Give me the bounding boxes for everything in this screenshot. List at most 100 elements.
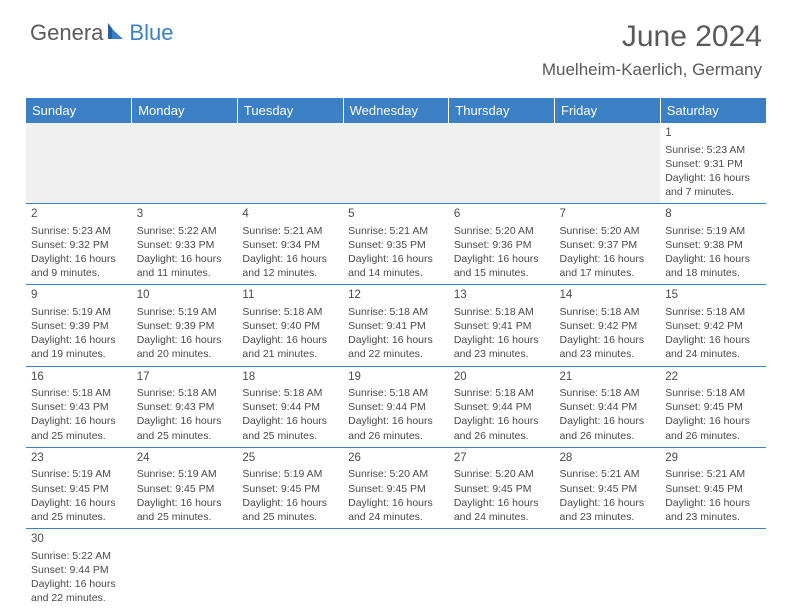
sunset-text: Sunset: 9:41 PM: [348, 319, 444, 333]
sunset-text: Sunset: 9:35 PM: [348, 238, 444, 252]
day-number: 8: [665, 207, 761, 223]
logo-sail-icon: [106, 21, 126, 46]
col-monday: Monday: [132, 98, 238, 123]
day-number: 15: [665, 288, 761, 304]
sunset-text: Sunset: 9:44 PM: [348, 400, 444, 414]
day-number: 19: [348, 370, 444, 386]
daylight-text: Daylight: 16 hours: [560, 252, 656, 266]
col-wednesday: Wednesday: [343, 98, 449, 123]
daylight-text-2: and 26 minutes.: [560, 429, 656, 443]
calendar-cell: 30Sunrise: 5:22 AMSunset: 9:44 PMDayligh…: [26, 529, 132, 610]
calendar-cell: [449, 123, 555, 204]
sunset-text: Sunset: 9:42 PM: [560, 319, 656, 333]
calendar-cell: 10Sunrise: 5:19 AMSunset: 9:39 PMDayligh…: [132, 285, 238, 366]
day-number: 6: [454, 207, 550, 223]
day-number: 7: [560, 207, 656, 223]
sunrise-text: Sunrise: 5:18 AM: [137, 386, 233, 400]
calendar-cell: 29Sunrise: 5:21 AMSunset: 9:45 PMDayligh…: [660, 447, 766, 528]
calendar-cell: 13Sunrise: 5:18 AMSunset: 9:41 PMDayligh…: [449, 285, 555, 366]
daylight-text: Daylight: 16 hours: [665, 496, 761, 510]
daylight-text-2: and 26 minutes.: [454, 429, 550, 443]
calendar-cell: 6Sunrise: 5:20 AMSunset: 9:36 PMDaylight…: [449, 204, 555, 285]
day-number: 22: [665, 370, 761, 386]
calendar-cell: 23Sunrise: 5:19 AMSunset: 9:45 PMDayligh…: [26, 447, 132, 528]
sunrise-text: Sunrise: 5:20 AM: [348, 467, 444, 481]
day-number: 28: [560, 451, 656, 467]
daylight-text: Daylight: 16 hours: [31, 496, 127, 510]
daylight-text-2: and 26 minutes.: [665, 429, 761, 443]
sunset-text: Sunset: 9:45 PM: [137, 482, 233, 496]
daylight-text: Daylight: 16 hours: [665, 171, 761, 185]
title-block: June 2024 Muelheim-Kaerlich, Germany: [542, 20, 762, 80]
logo-text-part1: Genera: [30, 20, 103, 46]
sunset-text: Sunset: 9:38 PM: [665, 238, 761, 252]
sunset-text: Sunset: 9:40 PM: [242, 319, 338, 333]
daylight-text: Daylight: 16 hours: [665, 333, 761, 347]
calendar-row: 16Sunrise: 5:18 AMSunset: 9:43 PMDayligh…: [26, 366, 766, 447]
daylight-text: Daylight: 16 hours: [31, 414, 127, 428]
sunset-text: Sunset: 9:43 PM: [137, 400, 233, 414]
col-tuesday: Tuesday: [237, 98, 343, 123]
calendar-cell: 21Sunrise: 5:18 AMSunset: 9:44 PMDayligh…: [555, 366, 661, 447]
sunset-text: Sunset: 9:34 PM: [242, 238, 338, 252]
col-friday: Friday: [555, 98, 661, 123]
daylight-text: Daylight: 16 hours: [242, 414, 338, 428]
daylight-text: Daylight: 16 hours: [560, 333, 656, 347]
daylight-text-2: and 15 minutes.: [454, 266, 550, 280]
daylight-text: Daylight: 16 hours: [348, 252, 444, 266]
sunset-text: Sunset: 9:45 PM: [665, 400, 761, 414]
calendar-cell: 22Sunrise: 5:18 AMSunset: 9:45 PMDayligh…: [660, 366, 766, 447]
calendar-cell: 18Sunrise: 5:18 AMSunset: 9:44 PMDayligh…: [237, 366, 343, 447]
day-number: 18: [242, 370, 338, 386]
day-number: 3: [137, 207, 233, 223]
calendar-row: 2Sunrise: 5:23 AMSunset: 9:32 PMDaylight…: [26, 204, 766, 285]
day-number: 5: [348, 207, 444, 223]
calendar-cell: 17Sunrise: 5:18 AMSunset: 9:43 PMDayligh…: [132, 366, 238, 447]
calendar-cell: 24Sunrise: 5:19 AMSunset: 9:45 PMDayligh…: [132, 447, 238, 528]
sunrise-text: Sunrise: 5:19 AM: [31, 305, 127, 319]
daylight-text: Daylight: 16 hours: [560, 496, 656, 510]
sunrise-text: Sunrise: 5:18 AM: [665, 305, 761, 319]
day-number: 13: [454, 288, 550, 304]
daylight-text-2: and 23 minutes.: [665, 510, 761, 524]
daylight-text-2: and 19 minutes.: [31, 347, 127, 361]
sunset-text: Sunset: 9:44 PM: [454, 400, 550, 414]
calendar-cell: 15Sunrise: 5:18 AMSunset: 9:42 PMDayligh…: [660, 285, 766, 366]
daylight-text: Daylight: 16 hours: [242, 252, 338, 266]
calendar-row: 30Sunrise: 5:22 AMSunset: 9:44 PMDayligh…: [26, 529, 766, 610]
calendar-cell: 11Sunrise: 5:18 AMSunset: 9:40 PMDayligh…: [237, 285, 343, 366]
daylight-text-2: and 24 minutes.: [454, 510, 550, 524]
daylight-text: Daylight: 16 hours: [348, 414, 444, 428]
sunrise-text: Sunrise: 5:18 AM: [454, 386, 550, 400]
sunset-text: Sunset: 9:45 PM: [348, 482, 444, 496]
sunrise-text: Sunrise: 5:19 AM: [242, 467, 338, 481]
calendar-cell: [343, 529, 449, 610]
day-number: 12: [348, 288, 444, 304]
daylight-text-2: and 9 minutes.: [31, 266, 127, 280]
sunrise-text: Sunrise: 5:18 AM: [560, 305, 656, 319]
day-number: 24: [137, 451, 233, 467]
daylight-text-2: and 20 minutes.: [137, 347, 233, 361]
calendar-row: 1Sunrise: 5:23 AMSunset: 9:31 PMDaylight…: [26, 123, 766, 204]
col-thursday: Thursday: [449, 98, 555, 123]
sunset-text: Sunset: 9:31 PM: [665, 157, 761, 171]
calendar-cell: [237, 529, 343, 610]
sunrise-text: Sunrise: 5:18 AM: [665, 386, 761, 400]
daylight-text-2: and 23 minutes.: [454, 347, 550, 361]
calendar-cell: [132, 123, 238, 204]
calendar-cell: 8Sunrise: 5:19 AMSunset: 9:38 PMDaylight…: [660, 204, 766, 285]
daylight-text-2: and 7 minutes.: [665, 185, 761, 199]
calendar-cell: 3Sunrise: 5:22 AMSunset: 9:33 PMDaylight…: [132, 204, 238, 285]
calendar-cell: 14Sunrise: 5:18 AMSunset: 9:42 PMDayligh…: [555, 285, 661, 366]
daylight-text-2: and 21 minutes.: [242, 347, 338, 361]
sunset-text: Sunset: 9:43 PM: [31, 400, 127, 414]
daylight-text: Daylight: 16 hours: [31, 333, 127, 347]
daylight-text-2: and 24 minutes.: [665, 347, 761, 361]
calendar-cell: 2Sunrise: 5:23 AMSunset: 9:32 PMDaylight…: [26, 204, 132, 285]
sunrise-text: Sunrise: 5:22 AM: [137, 224, 233, 238]
daylight-text: Daylight: 16 hours: [665, 252, 761, 266]
daylight-text: Daylight: 16 hours: [348, 333, 444, 347]
daylight-text-2: and 23 minutes.: [560, 510, 656, 524]
calendar-cell: [237, 123, 343, 204]
calendar-cell: 25Sunrise: 5:19 AMSunset: 9:45 PMDayligh…: [237, 447, 343, 528]
